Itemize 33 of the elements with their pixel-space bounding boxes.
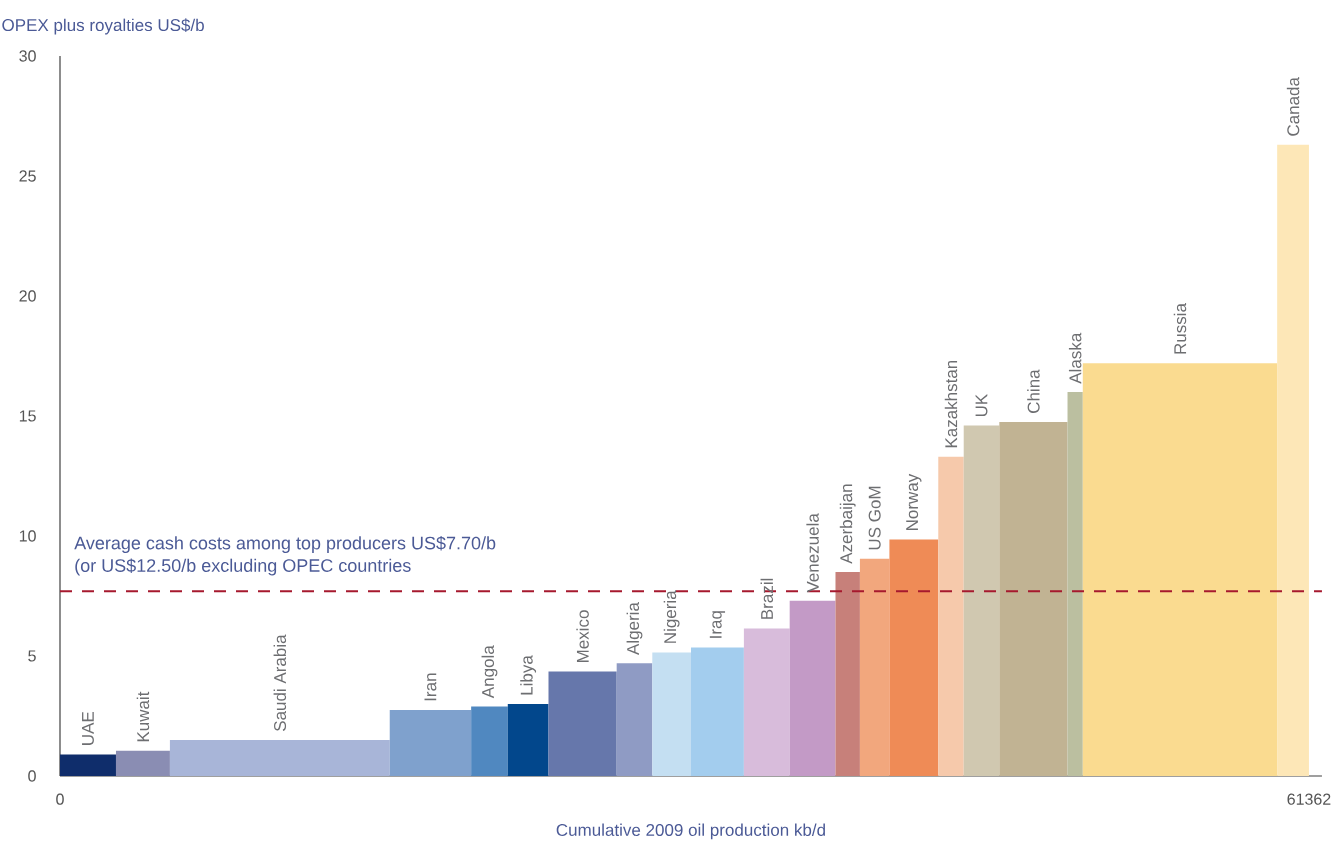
- y-tick-label: 30: [19, 50, 36, 62]
- annotation: Mexico: [576, 610, 589, 663]
- ref-line-label: Average cash costs among top producers US$7.70/b: [74, 535, 496, 553]
- annotation: Algeria: [626, 602, 643, 655]
- annotation: Norway: [906, 473, 922, 531]
- annotation: China: [1027, 369, 1040, 413]
- annotation: UK: [975, 393, 988, 417]
- annotation: Kuwait: [136, 691, 150, 742]
- annotation: Venezuela: [806, 513, 819, 593]
- annotation: Iran: [424, 673, 437, 701]
- annotation: Libya: [520, 655, 537, 695]
- annotation: Russia: [1173, 303, 1187, 354]
- annotation: Iraq: [709, 611, 726, 638]
- y-axis-title: OPEX plus royalties US$/b: [2, 18, 204, 35]
- x-axis-title: Cumulative 2009 oil production kb/d: [556, 823, 825, 840]
- y-tick-label: 0: [28, 770, 36, 782]
- annotation: Alaska: [1068, 332, 1082, 384]
- annotation: Azerbaijan: [839, 484, 856, 564]
- annotation: Kazakhstan: [944, 360, 958, 448]
- annotation: Canada: [1286, 77, 1300, 136]
- x-tick-label: 61362: [1287, 793, 1331, 805]
- annotation: Nigeria: [663, 590, 680, 643]
- y-tick-label: 25: [19, 170, 36, 182]
- annotation: Saudi Arabia: [273, 634, 287, 732]
- y-tick-label: 20: [19, 290, 36, 302]
- annotation: Brazil: [760, 578, 774, 619]
- annotation: UAE: [82, 711, 94, 745]
- y-tick-label: 10: [19, 530, 36, 542]
- annotation: Angola: [481, 645, 498, 699]
- y-tick-label: 15: [19, 410, 36, 422]
- annotation: (or US$12.50/b excluding OPEC countries: [75, 558, 411, 576]
- annotation: US GoM: [868, 486, 881, 550]
- y-tick-label: 5: [28, 650, 36, 662]
